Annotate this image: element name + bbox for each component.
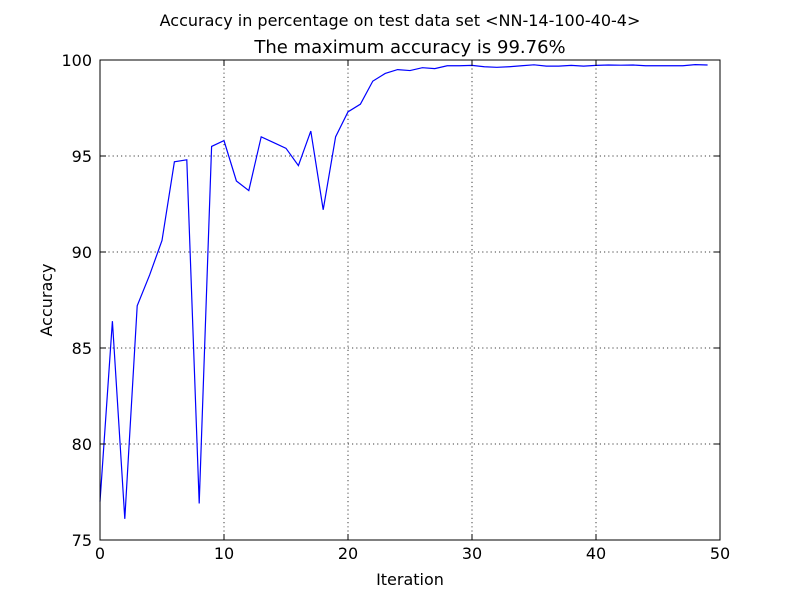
x-axis-label: Iteration (376, 570, 444, 589)
y-tick-labels: 75 80 85 90 95 100 (61, 51, 92, 550)
chart-suptitle: Accuracy in percentage on test data set … (160, 11, 641, 30)
x-tick-label: 0 (95, 544, 105, 563)
y-tick-label: 90 (72, 243, 92, 262)
y-tick-label: 100 (61, 51, 92, 70)
chart-title: The maximum accuracy is 99.76% (253, 37, 565, 58)
y-tick-label: 80 (72, 435, 92, 454)
grid-lines (100, 60, 720, 540)
plot-frame (99, 59, 721, 541)
axis-ticks (99, 59, 721, 541)
x-tick-label: 20 (338, 544, 358, 563)
y-axis-label: Accuracy (37, 263, 56, 336)
x-tick-label: 30 (462, 544, 482, 563)
y-tick-label: 75 (72, 531, 92, 550)
y-tick-label: 85 (72, 339, 92, 358)
x-tick-label: 40 (586, 544, 606, 563)
y-tick-label: 95 (72, 147, 92, 166)
x-tick-labels: 0 10 20 30 40 50 (95, 544, 730, 563)
x-tick-label: 50 (710, 544, 730, 563)
series-layer (99, 64, 708, 519)
series-line (99, 64, 708, 519)
x-tick-label: 10 (214, 544, 234, 563)
